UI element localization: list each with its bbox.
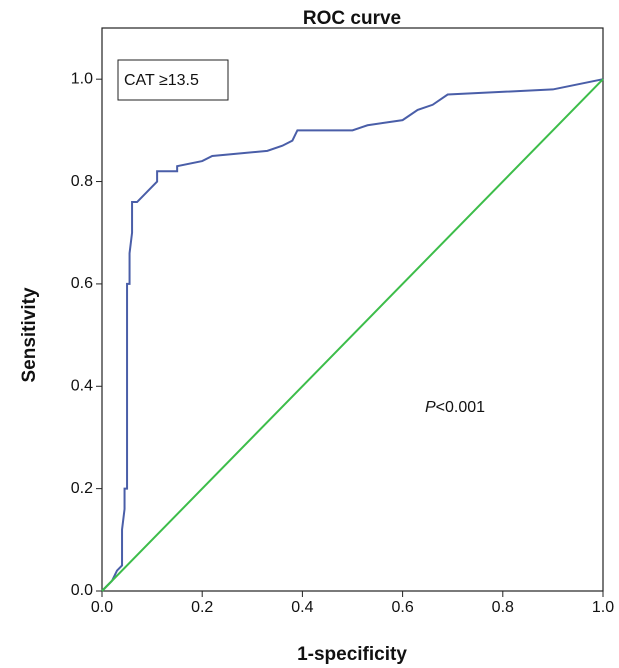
roc-line <box>101 78 604 592</box>
y-tick-label: 0.8 <box>71 173 93 190</box>
plot-frame <box>101 27 604 592</box>
y-axis-label: Sensitivity <box>19 287 40 382</box>
y-tick-label: 0.4 <box>71 377 93 394</box>
annotation-box <box>117 59 229 101</box>
y-tick-label: 0.6 <box>71 275 93 292</box>
y-tick-label: 1.0 <box>71 70 93 87</box>
roc-line <box>101 78 604 592</box>
annotation: P <box>425 399 436 416</box>
x-axis-label: 1-specificity <box>297 644 407 665</box>
y-tick-label: 0.0 <box>71 582 93 599</box>
x-tick-label: 1.0 <box>592 599 614 616</box>
annotation: <0.001 <box>436 399 485 416</box>
x-tick-label: 0.2 <box>191 599 213 616</box>
chart-title: ROC curve <box>303 8 401 29</box>
x-tick-label: 0.8 <box>492 599 514 616</box>
annotation: P<0.001 <box>425 399 485 416</box>
x-tick-label: 0.4 <box>291 599 313 616</box>
x-tick-label: 0.0 <box>91 599 113 616</box>
annotation: CAT ≥13.5 <box>124 72 199 89</box>
x-tick-label: 0.6 <box>391 599 413 616</box>
y-tick-label: 0.2 <box>71 480 93 497</box>
